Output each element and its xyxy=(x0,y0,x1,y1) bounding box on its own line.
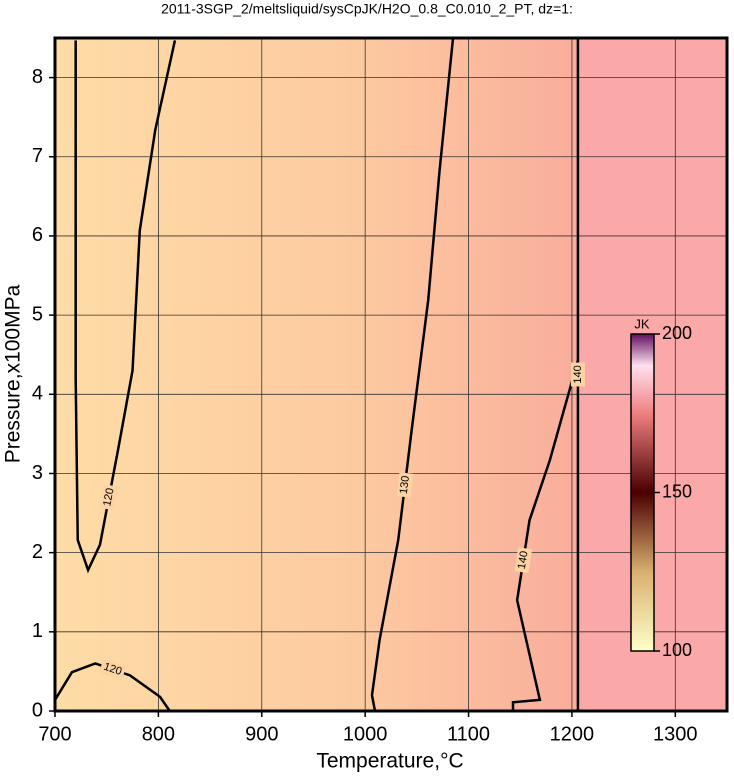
contour-label: 120 xyxy=(101,487,116,507)
y-tick-label: 3 xyxy=(32,462,43,484)
contour-label-group: 120 xyxy=(99,484,119,511)
contour-label-bg xyxy=(570,362,585,387)
contour-label-group: 120 xyxy=(99,658,127,680)
colorbar-tick-label: 150 xyxy=(662,481,692,501)
contour-label: 130 xyxy=(398,475,412,495)
colorbar-label: JK xyxy=(634,316,650,331)
contour-label-bg xyxy=(396,472,414,498)
contour-label-bg xyxy=(514,547,533,574)
y-tick-label: 4 xyxy=(32,383,43,405)
chart-title: 2011-3SGP_2/meltsliquid/sysCpJK/H2O_0.8_… xyxy=(161,1,573,17)
x-tick-label: 1300 xyxy=(653,723,698,745)
y-axis-label: Pressure,x100MPa xyxy=(2,284,25,463)
contour-label-bg xyxy=(99,484,119,511)
x-tick-label: 1000 xyxy=(343,723,388,745)
x-tick-label: 800 xyxy=(142,723,175,745)
plot-background xyxy=(55,38,727,711)
contour-label-bg xyxy=(99,658,127,680)
x-tick-label: 1100 xyxy=(447,723,490,745)
x-tick-label: 900 xyxy=(245,723,278,745)
x-axis-label: Temperature,°C xyxy=(316,750,463,773)
y-tick-label: 7 xyxy=(32,145,43,167)
x-tick-label: 1200 xyxy=(550,723,595,745)
contour-line xyxy=(511,359,580,711)
plot-frame xyxy=(53,36,729,713)
contour-label: 120 xyxy=(102,661,123,678)
y-tick-label: 1 xyxy=(32,620,43,642)
y-tick-label: 0 xyxy=(32,699,43,721)
contour-label: 140 xyxy=(516,550,531,570)
y-tick-label: 2 xyxy=(32,541,43,563)
colorbar-tick-label: 100 xyxy=(662,640,692,660)
contour-label-group: 140 xyxy=(514,547,533,574)
contour-label: 140 xyxy=(572,365,584,383)
y-tick-label: 8 xyxy=(32,66,43,88)
x-tick-label: 700 xyxy=(38,723,71,745)
y-tick-label: 6 xyxy=(32,224,43,246)
y-tick-label: 5 xyxy=(32,303,43,325)
contour-label-group: 130 xyxy=(396,472,414,498)
colorbar xyxy=(630,333,655,652)
colorbar-tick-label: 200 xyxy=(662,323,692,343)
contour-label-group: 140 xyxy=(570,362,585,387)
